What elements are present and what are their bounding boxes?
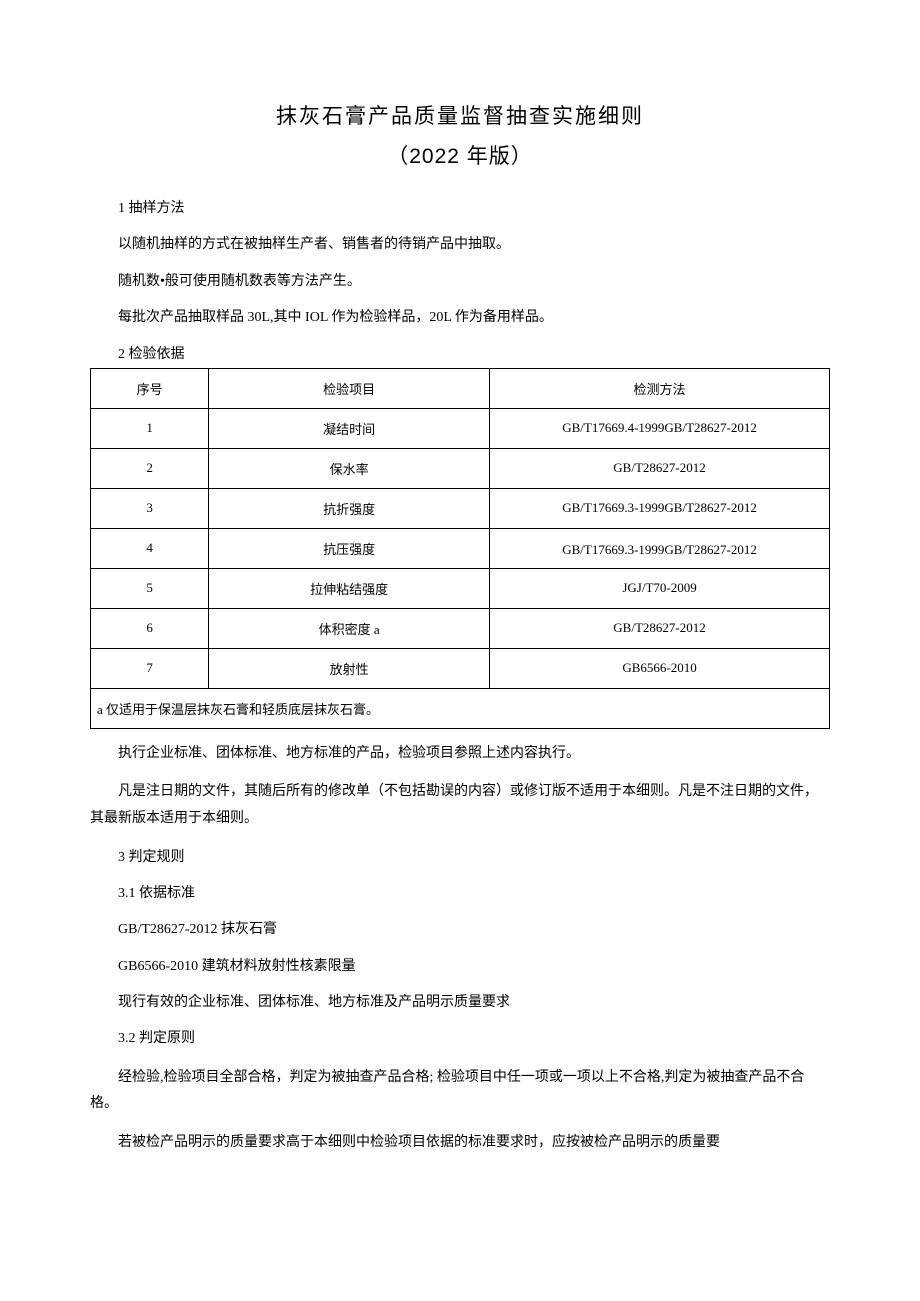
table-header-method: 检测方法 bbox=[490, 368, 830, 408]
document-page: 抹灰石膏产品质量监督抽查实施细则 （2022 年版） 1 抽样方法 以随机抽样的… bbox=[0, 0, 920, 1228]
table-header-item: 检验项目 bbox=[209, 368, 490, 408]
table-cell-item: 体积密度 a bbox=[209, 608, 490, 648]
section-1-para-1: 以随机抽样的方式在被抽样生产者、销售者的待销产品中抽取。 bbox=[90, 234, 830, 256]
table-cell-seq: 3 bbox=[91, 488, 209, 528]
table-cell-seq: 7 bbox=[91, 648, 209, 688]
section-1-para-2: 随机数•般可使用随机数表等方法产生。 bbox=[90, 271, 830, 293]
table-row: 6 体积密度 a GB/T28627-2012 bbox=[91, 608, 830, 648]
table-cell-seq: 6 bbox=[91, 608, 209, 648]
table-cell-method: GB6566-2010 bbox=[490, 648, 830, 688]
table-cell-item: 凝结时间 bbox=[209, 408, 490, 448]
table-cell-item: 拉伸粘结强度 bbox=[209, 568, 490, 608]
section-3-2-para-1: 经检验,检验项目全部合格，判定为被抽查产品合格; 检验项目中任一项或一项以上不合… bbox=[90, 1065, 830, 1118]
inspection-table: 序号 检验项目 检测方法 1 凝结时间 GB/T17669.4-1999GB/T… bbox=[90, 368, 830, 729]
table-header-row: 序号 检验项目 检测方法 bbox=[91, 368, 830, 408]
section-2-heading: 2 检验依据 bbox=[90, 344, 830, 366]
table-cell-method: GB/T28627-2012 bbox=[490, 608, 830, 648]
table-row: 3 抗折强度 GB/T17669.3-1999GB/T28627-2012 bbox=[91, 488, 830, 528]
section-3-heading: 3 判定规则 bbox=[90, 847, 830, 869]
table-cell-method: GB/T17669.4-1999GB/T28627-2012 bbox=[490, 408, 830, 448]
table-row: 1 凝结时间 GB/T17669.4-1999GB/T28627-2012 bbox=[91, 408, 830, 448]
table-footnote-row: a 仅适用于保温层抹灰石膏和轻质底层抹灰石膏。 bbox=[91, 688, 830, 728]
section-1-para-3: 每批次产品抽取样品 30L,其中 IOL 作为检验样品，20L 作为备用样品。 bbox=[90, 307, 830, 329]
table-cell-item: 保水率 bbox=[209, 448, 490, 488]
section-2-para-2: 凡是注日期的文件，其随后所有的修改单（不包括勘误的内容）或修订版不适用于本细则。… bbox=[90, 779, 830, 832]
section-2-para-1: 执行企业标准、团体标准、地方标准的产品，检验项目参照上述内容执行。 bbox=[90, 743, 830, 765]
table-cell-item: 抗压强度 bbox=[209, 528, 490, 568]
table-cell-method: JGJ/T70-2009 bbox=[490, 568, 830, 608]
table-cell-item: 放射性 bbox=[209, 648, 490, 688]
document-title-line2: （2022 年版） bbox=[90, 140, 830, 170]
table-cell-item: 抗折强度 bbox=[209, 488, 490, 528]
document-title-line1: 抹灰石膏产品质量监督抽查实施细则 bbox=[90, 100, 830, 130]
table-row: 7 放射性 GB6566-2010 bbox=[91, 648, 830, 688]
table-row: 5 拉伸粘结强度 JGJ/T70-2009 bbox=[91, 568, 830, 608]
section-3-2-heading: 3.2 判定原则 bbox=[90, 1028, 830, 1050]
table-cell-seq: 5 bbox=[91, 568, 209, 608]
table-cell-method: GB/T17669.3-1999GB/T28627-2012 bbox=[490, 528, 830, 568]
table-cell-method: GB/T17669.3-1999GB/T28627-2012 bbox=[490, 488, 830, 528]
section-3-1-para-2: GB6566-2010 建筑材料放射性核素限量 bbox=[90, 956, 830, 978]
table-header-seq: 序号 bbox=[91, 368, 209, 408]
table-footnote: a 仅适用于保温层抹灰石膏和轻质底层抹灰石膏。 bbox=[91, 688, 830, 728]
table-cell-seq: 4 bbox=[91, 528, 209, 568]
section-3-1-para-1: GB/T28627-2012 抹灰石膏 bbox=[90, 919, 830, 941]
table-cell-seq: 1 bbox=[91, 408, 209, 448]
section-3-2-para-2: 若被检产品明示的质量要求高于本细则中检验项目依据的标准要求时，应按被检产品明示的… bbox=[90, 1132, 830, 1154]
table-cell-method: GB/T28627-2012 bbox=[490, 448, 830, 488]
section-1-heading: 1 抽样方法 bbox=[90, 198, 830, 220]
table-cell-seq: 2 bbox=[91, 448, 209, 488]
section-3-1-para-3: 现行有效的企业标准、团体标准、地方标准及产品明示质量要求 bbox=[90, 992, 830, 1014]
table-row: 2 保水率 GB/T28627-2012 bbox=[91, 448, 830, 488]
section-3-1-heading: 3.1 依据标准 bbox=[90, 883, 830, 905]
table-row: 4 抗压强度 GB/T17669.3-1999GB/T28627-2012 bbox=[91, 528, 830, 568]
